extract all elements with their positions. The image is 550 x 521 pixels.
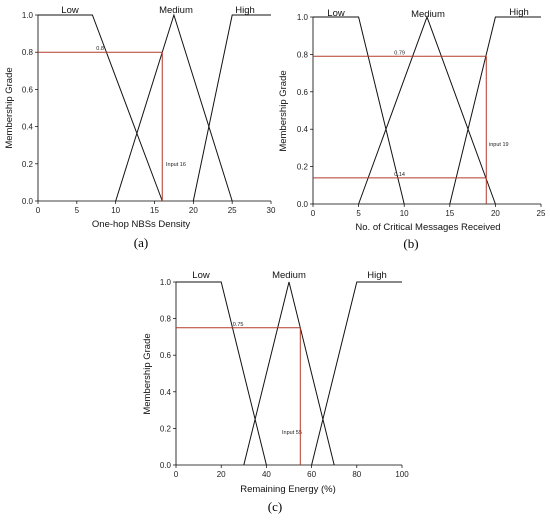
- membership-line-medium: [115, 13, 233, 202]
- y-tick-label: 0.4: [160, 388, 172, 397]
- input-annotation: input 19: [489, 142, 509, 148]
- membership-line-medium: [358, 15, 496, 205]
- y-tick-label: 0.0: [22, 197, 34, 206]
- x-tick-label: 30: [267, 206, 276, 215]
- y-axis-label: Membership Grade: [142, 333, 153, 414]
- x-tick-label: 15: [150, 206, 159, 215]
- set-label-medium: Medium: [272, 270, 306, 281]
- membership-line-high: [311, 281, 402, 466]
- input-annotation: Input 16: [166, 162, 186, 168]
- input-annotation: Input 55: [282, 430, 302, 436]
- membership-line-low: [313, 16, 405, 205]
- x-axis-label: Remaining Energy (%): [240, 484, 336, 495]
- membership-line-medium: [243, 281, 335, 466]
- set-label-high: High: [367, 270, 387, 281]
- x-tick-label: 10: [111, 206, 120, 215]
- x-tick-label: 20: [189, 206, 198, 215]
- x-tick-label: 20: [217, 470, 226, 479]
- grade-value-label: 0.79: [394, 50, 405, 56]
- x-axis-label: No. of Critical Messages Received: [355, 222, 500, 233]
- grade-value-label: 0.75: [233, 322, 244, 328]
- y-tick-label: 0.0: [297, 200, 309, 209]
- y-tick-label: 0.2: [297, 163, 309, 172]
- y-tick-label: 0.8: [160, 315, 172, 324]
- set-label-high: High: [509, 7, 529, 18]
- y-tick-label: 0.8: [22, 48, 34, 57]
- set-label-medium: Medium: [159, 5, 193, 16]
- x-tick-label: 25: [537, 209, 546, 218]
- x-tick-label: 15: [445, 209, 454, 218]
- y-tick-label: 1.0: [160, 278, 172, 287]
- set-label-low: Low: [61, 5, 79, 16]
- x-tick-label: 25: [228, 206, 237, 215]
- x-tick-label: 80: [352, 470, 361, 479]
- x-tick-label: 0: [311, 209, 316, 218]
- chart-panel-c: Low Medium High Membership Grade Remaini…: [142, 270, 409, 514]
- grade-value-label: 0.8: [96, 46, 104, 52]
- x-tick-label: 10: [400, 209, 409, 218]
- x-tick-label: 100: [395, 470, 409, 479]
- membership-line-low: [38, 14, 163, 202]
- y-tick-label: 1.0: [22, 11, 34, 20]
- y-tick-label: 0.4: [297, 125, 309, 134]
- set-label-low: Low: [327, 8, 345, 19]
- y-tick-label: 0.8: [297, 50, 309, 59]
- membership-line-low: [176, 281, 267, 466]
- panel-label: (a): [134, 235, 148, 250]
- grade-value-label: 0.14: [394, 172, 405, 178]
- membership-line-high: [192, 14, 271, 202]
- x-tick-label: 40: [262, 470, 271, 479]
- y-axis-label: Membership Grade: [4, 67, 15, 148]
- panel-label: (c): [268, 499, 282, 514]
- y-tick-label: 0.2: [160, 424, 172, 433]
- x-tick-label: 5: [75, 206, 80, 215]
- x-tick-label: 5: [356, 209, 361, 218]
- y-tick-label: 0.0: [160, 461, 172, 470]
- membership-line-high: [449, 16, 541, 205]
- set-label-medium: Medium: [411, 9, 445, 20]
- x-tick-label: 0: [174, 470, 179, 479]
- set-label-high: High: [235, 5, 255, 16]
- y-tick-label: 1.0: [297, 13, 309, 22]
- x-tick-label: 60: [307, 470, 316, 479]
- y-tick-label: 0.2: [22, 160, 34, 169]
- set-label-low: Low: [192, 270, 210, 281]
- x-tick-label: 0: [36, 206, 41, 215]
- x-axis-label: One-hop NBSs Density: [92, 219, 190, 230]
- chart-panel-a: Low Medium High Membership Grade One-hop…: [4, 5, 276, 250]
- y-tick-label: 0.4: [22, 123, 34, 132]
- panel-label: (b): [403, 236, 418, 251]
- x-tick-label: 20: [491, 209, 500, 218]
- y-tick-label: 0.6: [160, 351, 172, 360]
- chart-panel-b: Low Medium High Membership Grade No. of …: [278, 7, 546, 251]
- y-tick-label: 0.6: [22, 85, 34, 94]
- y-axis-label: Membership Grade: [278, 70, 289, 151]
- y-tick-label: 0.6: [297, 88, 309, 97]
